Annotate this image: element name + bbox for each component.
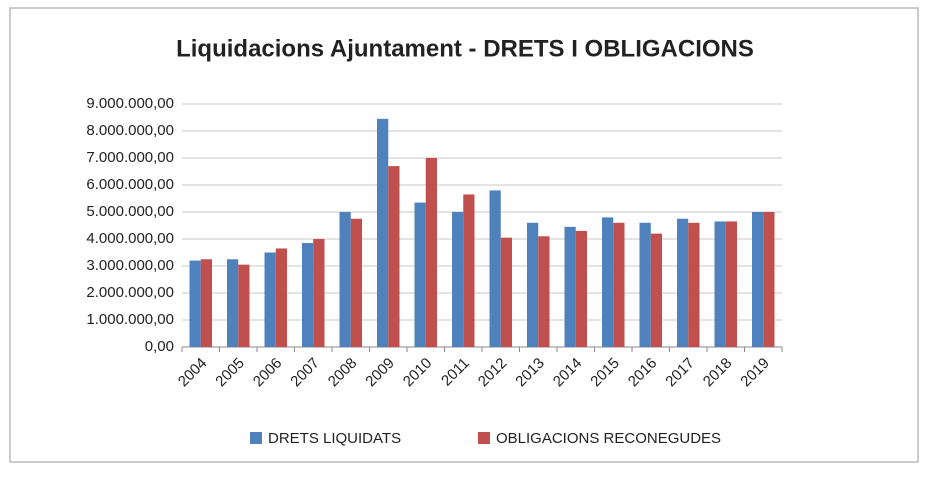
y-tick-label: 9.000.000,00 bbox=[86, 95, 174, 112]
bar bbox=[639, 222, 651, 347]
y-tick-label: 1.000.000,00 bbox=[86, 311, 174, 328]
bar bbox=[489, 190, 501, 347]
bar bbox=[189, 260, 201, 347]
bar bbox=[500, 237, 512, 347]
legend-label: OBLIGACIONS RECONEGUDES bbox=[496, 430, 721, 447]
legend-label: DRETS LIQUIDATS bbox=[268, 430, 401, 447]
bar bbox=[302, 243, 314, 347]
bar bbox=[275, 248, 287, 347]
bar bbox=[339, 212, 351, 347]
bar bbox=[200, 259, 212, 347]
bar bbox=[613, 222, 625, 347]
chart-title: Liquidacions Ajuntament - DRETS I OBLIGA… bbox=[176, 35, 754, 62]
bar bbox=[650, 233, 662, 347]
bar bbox=[463, 194, 475, 347]
bar bbox=[575, 230, 587, 347]
y-tick-label: 5.000.000,00 bbox=[86, 203, 174, 220]
legend-swatch bbox=[250, 432, 262, 444]
bar bbox=[313, 239, 325, 347]
y-tick-label: 2.000.000,00 bbox=[86, 284, 174, 301]
bar bbox=[350, 218, 362, 347]
legend-swatch bbox=[478, 432, 490, 444]
y-tick-label: 8.000.000,00 bbox=[86, 122, 174, 139]
y-tick-label: 6.000.000,00 bbox=[86, 176, 174, 193]
bar bbox=[564, 226, 576, 347]
y-tick-label: 0,00 bbox=[145, 338, 174, 355]
y-tick-label: 3.000.000,00 bbox=[86, 257, 174, 274]
bar bbox=[377, 118, 389, 347]
bar bbox=[527, 222, 539, 347]
y-tick-label: 7.000.000,00 bbox=[86, 149, 174, 166]
bar bbox=[425, 158, 437, 347]
bar bbox=[714, 221, 726, 347]
bar bbox=[264, 252, 276, 347]
bar bbox=[725, 221, 737, 347]
bar bbox=[763, 212, 775, 347]
bar bbox=[602, 217, 614, 347]
bar bbox=[238, 264, 250, 347]
bar bbox=[414, 202, 426, 347]
y-tick-label: 4.000.000,00 bbox=[86, 230, 174, 247]
bar bbox=[677, 218, 689, 347]
bar bbox=[452, 212, 464, 347]
bar bbox=[688, 222, 700, 347]
bar bbox=[227, 259, 239, 347]
bar bbox=[388, 166, 400, 347]
bar bbox=[752, 212, 764, 347]
bar bbox=[538, 236, 550, 347]
